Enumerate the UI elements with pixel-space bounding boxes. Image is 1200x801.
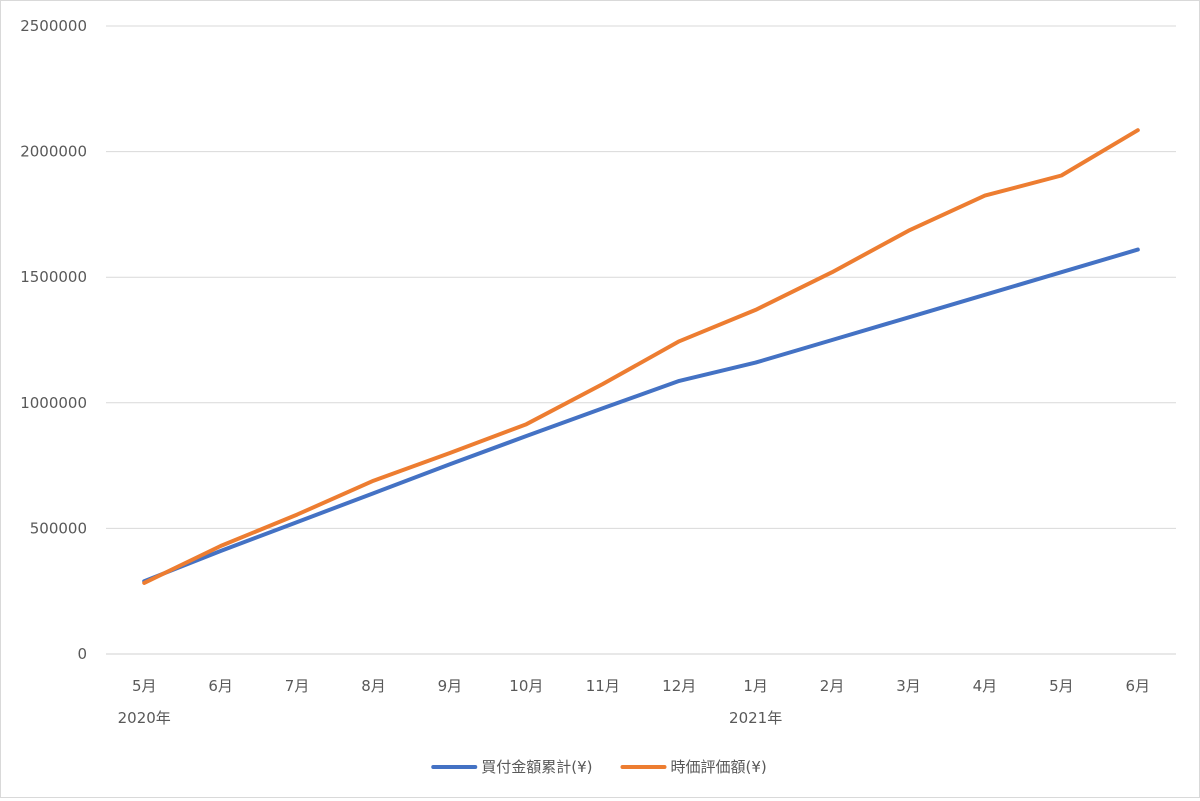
x-tick-label: 5月 bbox=[132, 677, 157, 695]
series-line-1 bbox=[144, 250, 1138, 582]
x-year-label: 2020年 bbox=[118, 709, 171, 727]
x-year-label: 2021年 bbox=[729, 709, 782, 727]
legend-label-2: 時価評価額(¥) bbox=[671, 758, 767, 776]
gridlines bbox=[106, 26, 1176, 654]
x-tick-label: 4月 bbox=[973, 677, 998, 695]
x-tick-label: 2月 bbox=[820, 677, 845, 695]
legend: 買付金額累計(¥) 時価評価額(¥) bbox=[433, 758, 767, 776]
y-tick-label: 2500000 bbox=[20, 17, 87, 35]
x-tick-label: 3月 bbox=[896, 677, 921, 695]
series-line-2 bbox=[144, 130, 1138, 583]
series-lines bbox=[144, 130, 1138, 583]
x-tick-label: 7月 bbox=[285, 677, 310, 695]
y-tick-label: 2000000 bbox=[20, 143, 87, 161]
y-axis-ticks: 0 500000 1000000 1500000 2000000 2500000 bbox=[20, 17, 87, 663]
x-tick-label: 12月 bbox=[662, 677, 696, 695]
x-tick-label: 6月 bbox=[1126, 677, 1151, 695]
x-tick-label: 10月 bbox=[509, 677, 543, 695]
x-tick-label: 9月 bbox=[438, 677, 463, 695]
legend-label-1: 買付金額累計(¥) bbox=[481, 758, 592, 776]
x-tick-label: 6月 bbox=[208, 677, 233, 695]
x-axis-ticks: 5月 6月 7月 8月 9月 10月 11月 12月 1月 2月 3月 4月 5月 6月 2020年 2021… bbox=[118, 677, 1150, 727]
y-tick-label: 1000000 bbox=[20, 394, 87, 412]
y-tick-label: 0 bbox=[77, 645, 87, 663]
y-tick-label: 1500000 bbox=[20, 268, 87, 286]
x-tick-label: 8月 bbox=[361, 677, 386, 695]
y-tick-label: 500000 bbox=[30, 519, 87, 537]
x-tick-label: 5月 bbox=[1049, 677, 1074, 695]
x-tick-label: 1月 bbox=[743, 677, 768, 695]
x-tick-label: 11月 bbox=[586, 677, 620, 695]
